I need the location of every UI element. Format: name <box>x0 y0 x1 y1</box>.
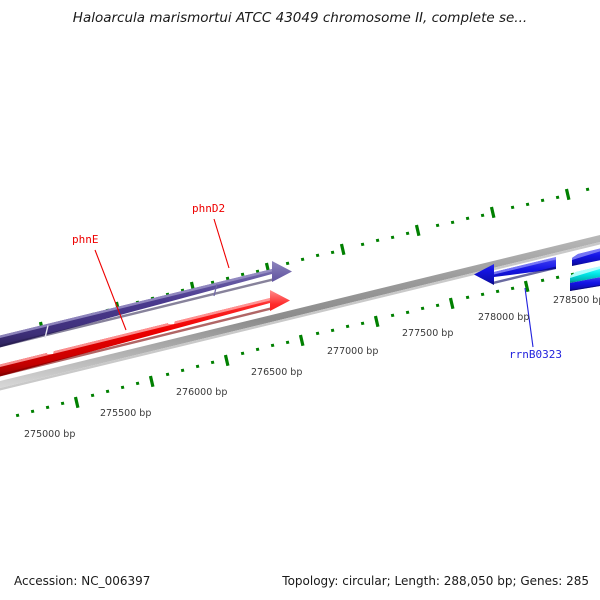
ruler-label-275500: 275500 bp <box>100 408 151 419</box>
gene-bar-rrnB0323[interactable] <box>474 257 556 285</box>
gene-bar-phnE[interactable] <box>0 290 290 378</box>
gene-label-phnD2[interactable]: phnD2 <box>192 202 225 215</box>
leader-line-phnE <box>94 249 127 331</box>
sequence-diagram[interactable]: phnE phnD2 rrnB0323 275000 bp 275500 bp … <box>0 187 600 440</box>
gene-bar-right-blue-upper[interactable] <box>572 247 600 266</box>
ruler-label-277500: 277500 bp <box>402 328 453 339</box>
ruler-label-276500: 276500 bp <box>251 367 302 378</box>
sequence-axis-line[interactable] <box>0 235 600 391</box>
sequence-stats-text: Topology: circular; Length: 288,050 bp; … <box>281 574 589 588</box>
accession-text: Accession: NC_006397 <box>14 574 150 588</box>
label-leader-lines <box>94 218 534 348</box>
sequence-title: Haloarcula marismortui ATCC 43049 chromo… <box>73 10 527 26</box>
gene-bar-right-blue-lower[interactable] <box>570 276 600 291</box>
ruler-label-276000: 276000 bp <box>176 387 227 398</box>
ruler-label-275000: 275000 bp <box>24 429 75 440</box>
ruler-label-278000: 278000 bp <box>478 312 529 323</box>
gene-bar-phnD2[interactable] <box>0 261 292 349</box>
leader-line-phnD2 <box>213 218 230 269</box>
gene-label-rrnB0323[interactable]: rrnB0323 <box>509 348 562 361</box>
gene-label-phnE[interactable]: phnE <box>72 233 99 246</box>
leader-line-rrnB0323 <box>524 287 534 348</box>
ruler-label-277000: 277000 bp <box>327 346 378 357</box>
gene-bar-right-cyan[interactable] <box>570 265 600 283</box>
ruler-label-278500: 278500 bp <box>553 295 600 306</box>
